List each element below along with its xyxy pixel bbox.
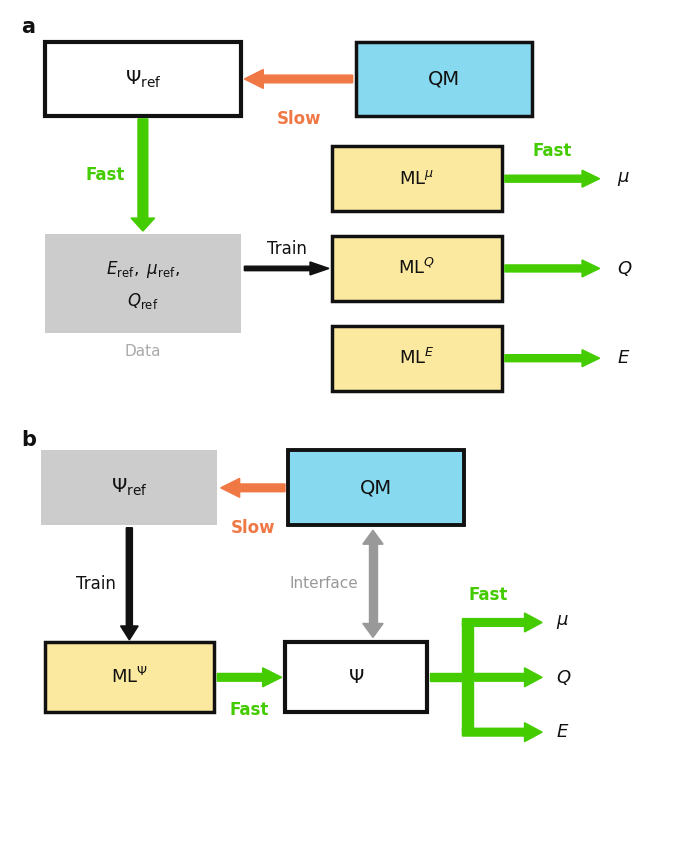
Polygon shape bbox=[505, 170, 599, 187]
Text: Fast: Fast bbox=[86, 166, 125, 184]
Polygon shape bbox=[363, 623, 383, 638]
Text: QM: QM bbox=[360, 479, 393, 497]
Text: Train: Train bbox=[75, 575, 116, 593]
FancyBboxPatch shape bbox=[332, 326, 501, 390]
Polygon shape bbox=[430, 674, 469, 681]
Text: Fast: Fast bbox=[229, 701, 269, 719]
Text: ML$^{Q}$: ML$^{Q}$ bbox=[399, 259, 436, 278]
Text: $\Psi_\mathrm{ref}$: $\Psi_\mathrm{ref}$ bbox=[111, 477, 148, 498]
Polygon shape bbox=[462, 722, 542, 741]
Polygon shape bbox=[462, 613, 542, 632]
Text: $\mu$: $\mu$ bbox=[556, 614, 569, 632]
Polygon shape bbox=[363, 530, 383, 544]
FancyBboxPatch shape bbox=[462, 622, 473, 732]
FancyBboxPatch shape bbox=[285, 642, 427, 712]
Text: $E$: $E$ bbox=[616, 349, 630, 367]
Text: Interface: Interface bbox=[289, 576, 358, 591]
Polygon shape bbox=[505, 260, 599, 276]
Polygon shape bbox=[121, 528, 138, 640]
Text: Fast: Fast bbox=[532, 142, 572, 160]
FancyBboxPatch shape bbox=[45, 234, 241, 333]
FancyBboxPatch shape bbox=[45, 642, 214, 712]
Text: b: b bbox=[21, 431, 36, 450]
FancyBboxPatch shape bbox=[369, 544, 377, 623]
Polygon shape bbox=[221, 479, 285, 497]
Polygon shape bbox=[462, 668, 542, 687]
Polygon shape bbox=[245, 262, 329, 275]
Polygon shape bbox=[217, 668, 282, 687]
Text: Train: Train bbox=[266, 241, 307, 259]
Text: Slow: Slow bbox=[231, 519, 275, 537]
Text: $\mu$: $\mu$ bbox=[616, 169, 630, 187]
FancyBboxPatch shape bbox=[45, 42, 241, 116]
FancyBboxPatch shape bbox=[332, 236, 501, 300]
Text: $\Psi$: $\Psi$ bbox=[348, 668, 364, 687]
Text: ML$^{\mu}$: ML$^{\mu}$ bbox=[399, 169, 434, 187]
Text: $Q_\mathrm{ref}$: $Q_\mathrm{ref}$ bbox=[127, 291, 158, 311]
FancyBboxPatch shape bbox=[332, 146, 501, 211]
Text: $E$: $E$ bbox=[556, 723, 569, 741]
Text: $E_\mathrm{ref},\ \mu_\mathrm{ref},$: $E_\mathrm{ref},\ \mu_\mathrm{ref},$ bbox=[106, 259, 179, 280]
Text: a: a bbox=[21, 16, 35, 37]
Text: $\Psi_\mathrm{ref}$: $\Psi_\mathrm{ref}$ bbox=[125, 68, 161, 90]
Text: ML$^{\Psi}$: ML$^{\Psi}$ bbox=[111, 668, 148, 687]
Text: $Q$: $Q$ bbox=[556, 668, 571, 687]
Text: QM: QM bbox=[428, 69, 460, 88]
Polygon shape bbox=[245, 69, 353, 88]
Text: ML$^{E}$: ML$^{E}$ bbox=[399, 348, 435, 368]
FancyBboxPatch shape bbox=[356, 42, 532, 116]
Polygon shape bbox=[131, 119, 155, 231]
FancyBboxPatch shape bbox=[41, 450, 217, 526]
FancyBboxPatch shape bbox=[288, 450, 464, 526]
Text: Data: Data bbox=[125, 344, 161, 360]
Text: Slow: Slow bbox=[276, 110, 321, 128]
Text: $Q$: $Q$ bbox=[616, 259, 632, 278]
Polygon shape bbox=[505, 350, 599, 366]
Text: Fast: Fast bbox=[469, 586, 508, 603]
